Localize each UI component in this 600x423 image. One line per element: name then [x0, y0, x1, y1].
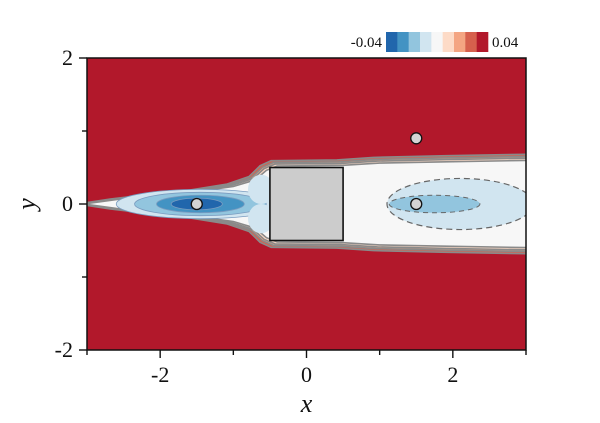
colorbar-segment: [454, 32, 466, 52]
x-tick-label: 0: [301, 362, 312, 387]
y-tick-label: 2: [62, 45, 73, 70]
probe-marker-0: [190, 197, 203, 211]
probe-marker-1: [410, 197, 423, 211]
colorbar-segment: [476, 32, 489, 52]
wake-contour-inner: [388, 194, 481, 214]
front-contour-bottom: [247, 204, 275, 234]
colorbar: -0.04 0.04: [351, 32, 519, 52]
colorbar-segment: [465, 32, 477, 52]
x-axis-label: x: [300, 389, 313, 418]
colorbar-segment: [397, 32, 409, 52]
contour-plot-area: [87, 58, 526, 350]
colorbar-segment: [386, 32, 398, 52]
x-tick-label: -2: [151, 362, 169, 387]
front-contour-top: [247, 174, 275, 204]
colorbar-segment: [420, 32, 432, 52]
y-tick-label: -2: [55, 337, 73, 362]
y-tick-label: 0: [62, 191, 73, 216]
colorbar-segment: [442, 32, 455, 52]
colorbar-min-label: -0.04: [351, 35, 383, 51]
y-axis-label: y: [12, 198, 41, 213]
square-obstacle: [269, 166, 344, 242]
colorbar-segment: [431, 32, 443, 52]
axes: -2 0 2 -2 0 2: [55, 45, 527, 387]
probe-marker-2: [410, 132, 423, 145]
colorbar-segment: [408, 32, 421, 52]
colorbar-max-label: 0.04: [492, 35, 519, 51]
x-tick-label: 2: [447, 362, 458, 387]
